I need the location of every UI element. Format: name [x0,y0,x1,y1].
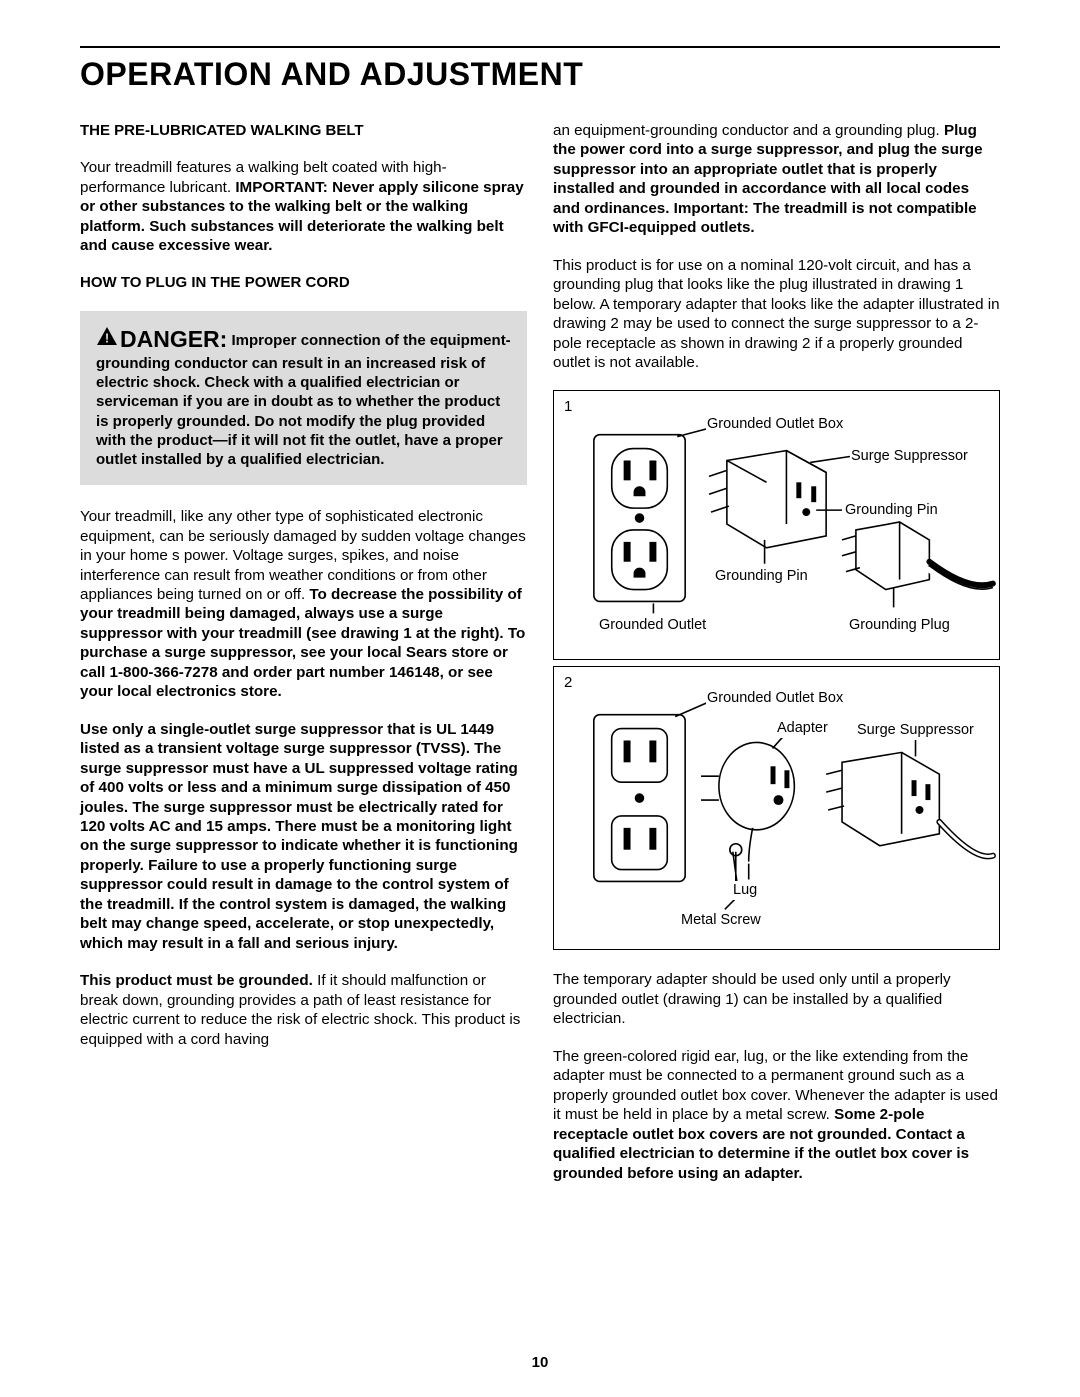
right-column: an equipment-grounding conductor and a g… [553,121,1000,1201]
diagram-2: 2 [553,666,1000,950]
text: The green-colored rigid ear, lug, or the… [553,1048,998,1123]
danger-callout: ! DANGER: Improper connection of the equ… [80,311,527,486]
label-metal-screw: Metal Screw [680,911,762,930]
text: an equipment-grounding conductor and a g… [553,122,944,139]
label-grounding-pin: Grounding Pin [844,501,939,520]
label-surge-2: Surge Suppressor [856,721,975,740]
two-column-layout: THE PRE-LUBRICATED WALKING BELT Your tre… [80,121,1000,1201]
para-walking-belt: Your treadmill features a walking belt c… [80,158,527,255]
page-number: 10 [0,1354,1080,1371]
warning-triangle-icon: ! [96,326,118,351]
diagram-2-svg [554,667,999,949]
label-grounding-plug: Grounding Plug [848,616,951,635]
danger-word: DANGER: [120,326,227,352]
label-outlet-box: Grounded Outlet Box [706,415,844,434]
text-bold: This product must be grounded. [80,972,313,989]
label-surge: Surge Suppressor [850,447,969,466]
label-grounded-outlet: Grounded Outlet [598,616,707,635]
para-grounding: This product must be grounded. If it sho… [80,971,527,1049]
text-bold: Plug the power cord into a surge suppres… [553,122,983,236]
page-title: OPERATION AND ADJUSTMENT [80,56,1000,93]
label-grounding-pin-2: Grounding Pin [714,567,809,586]
text-bold: To decrease the possibility of your trea… [80,586,525,700]
heading-power-cord: HOW TO PLUG IN THE POWER CORD [80,273,527,292]
para-circuit: This product is for use on a nominal 120… [553,256,1000,373]
label-lug: Lug [732,881,758,900]
para-surge-intro: Your treadmill, like any other type of s… [80,507,527,702]
label-adapter: Adapter [776,719,829,738]
diagram-1: 1 [553,390,1000,660]
danger-text: ! DANGER: Improper connection of the equ… [96,325,511,470]
para-adapter-ground: The green-colored rigid ear, lug, or the… [553,1047,1000,1183]
heading-walking-belt: THE PRE-LUBRICATED WALKING BELT [80,121,527,140]
label-outlet-box-2: Grounded Outlet Box [706,689,844,708]
para-temp-adapter: The temporary adapter should be used onl… [553,970,1000,1028]
danger-body: Improper connection of the equipment-gro… [96,332,511,468]
svg-text:!: ! [105,330,109,345]
para-surge-specs: Use only a single-outlet surge suppresso… [80,720,527,953]
top-rule [80,46,1000,48]
para-plug-instr: an equipment-grounding conductor and a g… [553,121,1000,238]
left-column: THE PRE-LUBRICATED WALKING BELT Your tre… [80,121,527,1201]
